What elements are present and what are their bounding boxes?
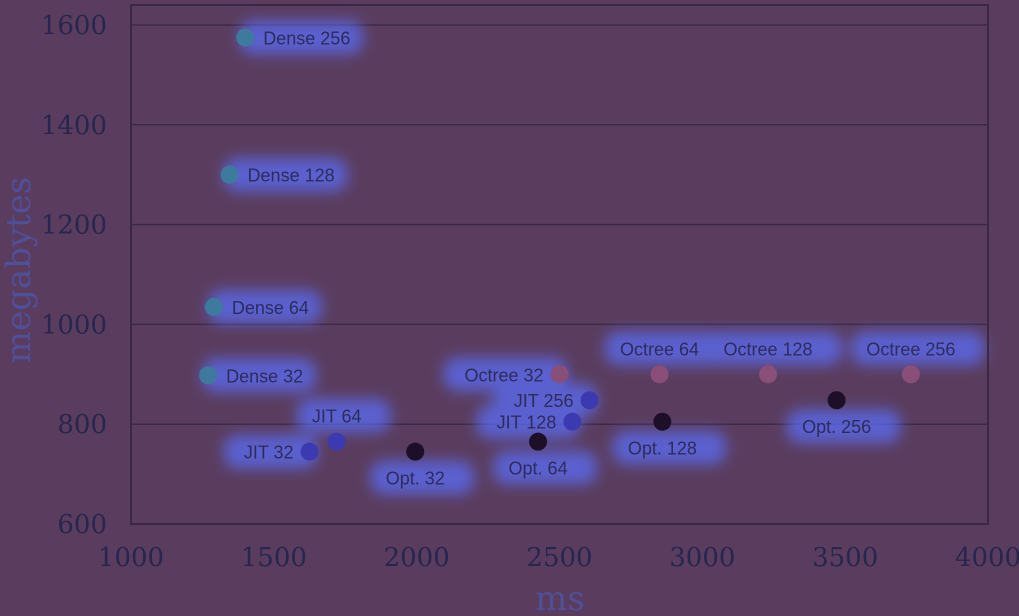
point-label: Dense 64 [232, 298, 309, 318]
point-label: JIT 64 [312, 407, 362, 427]
x-tick-label: 3000 [669, 543, 735, 573]
label-glow-layer [202, 20, 985, 495]
label-glow [493, 450, 598, 485]
tick-labels: 600 800 1000 1200 1400 1600 1000 1500 2000 2500 30… [41, 11, 1019, 573]
data-point [580, 391, 599, 410]
point-label: JIT 32 [244, 443, 294, 463]
data-point [650, 365, 669, 384]
y-axis-title: megabytes [0, 177, 39, 364]
data-point [406, 442, 425, 461]
label-glow [708, 331, 843, 366]
data-points [199, 28, 920, 461]
y-tick-label: 600 [57, 510, 107, 540]
label-glow [370, 460, 475, 495]
data-point [220, 165, 239, 184]
label-glow [223, 434, 318, 469]
data-point [653, 412, 672, 431]
plot-frame [130, 4, 989, 525]
point-label: Dense 32 [226, 366, 303, 386]
data-point [199, 366, 218, 385]
point-label: Opt. 64 [509, 459, 568, 479]
y-tick-label: 1600 [41, 11, 107, 41]
label-glow [207, 289, 322, 324]
point-label: Dense 128 [248, 166, 335, 186]
x-tick-label: 2500 [526, 543, 592, 573]
point-label: JIT 128 [497, 413, 557, 433]
data-point [236, 28, 255, 47]
label-glow [202, 358, 317, 393]
x-tick-label: 4000 [955, 543, 1019, 573]
point-label: Octree 32 [464, 365, 543, 385]
data-point [901, 365, 920, 384]
x-tick-label: 3500 [812, 543, 878, 573]
data-point [529, 432, 548, 451]
x-axis-title: ms [535, 579, 585, 616]
point-label: Dense 256 [263, 28, 350, 48]
point-label: Opt. 256 [802, 417, 871, 437]
data-point [563, 412, 582, 431]
label-glow [443, 357, 568, 392]
y-tick-label: 1000 [41, 310, 107, 340]
label-glow [239, 20, 364, 55]
point-labels: Dense 32 Dense 64 Dense 128 Dense 256 JIT 32… [226, 28, 955, 488]
data-point [300, 442, 319, 461]
y-tick-label: 800 [57, 410, 107, 440]
y-tick-label: 1400 [41, 111, 107, 141]
point-label: Opt. 128 [628, 439, 697, 459]
data-point [759, 365, 778, 384]
label-glow [493, 383, 598, 418]
point-label: Octree 128 [724, 339, 813, 359]
label-glow [612, 430, 727, 465]
point-label: Octree 256 [866, 339, 955, 359]
label-glow [296, 398, 391, 433]
label-glow [604, 331, 729, 366]
data-point [827, 391, 846, 410]
data-point [204, 297, 223, 316]
point-label: JIT 256 [514, 391, 574, 411]
x-tick-label: 2000 [384, 543, 450, 573]
data-point [550, 365, 569, 384]
x-tick-label: 1500 [241, 543, 307, 573]
y-tick-label: 1200 [41, 211, 107, 241]
label-glow [850, 331, 985, 366]
point-label: Octree 64 [620, 339, 699, 359]
label-glow [786, 409, 901, 444]
label-glow [223, 157, 348, 192]
x-tick-label: 1000 [98, 543, 164, 573]
point-label: Opt. 32 [386, 469, 445, 489]
data-point [327, 432, 346, 451]
